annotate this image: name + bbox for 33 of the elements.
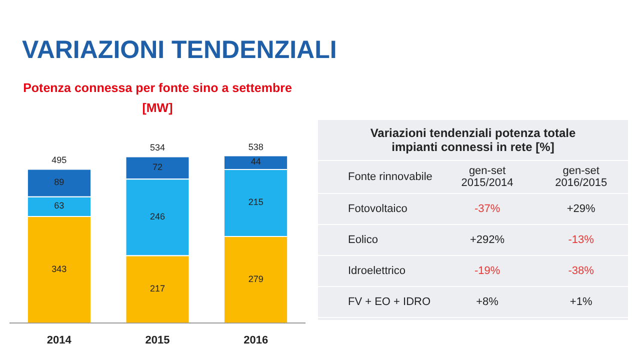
total-label: 538 bbox=[248, 142, 264, 152]
data-label: +292% bbox=[440, 224, 534, 256]
data-label: 217 bbox=[150, 284, 166, 294]
total-label: 534 bbox=[150, 142, 166, 153]
data-label: +1% bbox=[534, 286, 628, 318]
text: Fonte rinnovabile bbox=[318, 161, 440, 194]
total-label: 495 bbox=[52, 155, 67, 166]
data-label: 72 bbox=[152, 162, 163, 172]
data-label: 44 bbox=[250, 156, 261, 167]
series-label: gen-set 2015/2014 bbox=[440, 161, 534, 194]
data-label: -38% bbox=[534, 256, 628, 286]
x-tick-label: 2015 bbox=[145, 334, 170, 346]
data-label: 89 bbox=[54, 177, 64, 188]
text: Variazioni tendenziali potenza totale impianti connessi in rete [%] bbox=[318, 120, 628, 161]
text: gen-set 2016/2015 bbox=[534, 161, 628, 194]
data-label: 63 bbox=[54, 200, 64, 211]
data-label: 246 bbox=[150, 211, 166, 222]
data-label: -37% bbox=[440, 194, 534, 224]
category-label: Idroelettrico bbox=[318, 256, 440, 286]
category-label: Fotovoltaico bbox=[318, 194, 440, 224]
x-tick-label: 2014 bbox=[46, 334, 72, 346]
chart-subtitle: Potenza connessa per fonte sino a settembre [MW] bbox=[22, 80, 293, 117]
category-label: Eolico bbox=[318, 224, 440, 256]
data-label: -19% bbox=[440, 256, 534, 286]
data-label: +29% bbox=[534, 194, 628, 224]
category-label: FV + EO + IDRO bbox=[318, 286, 440, 318]
data-label: 343 bbox=[52, 264, 67, 274]
data-label: 215 bbox=[248, 196, 264, 207]
data-label: +8% bbox=[440, 286, 534, 318]
data-label: -13% bbox=[534, 224, 628, 256]
data-label: 279 bbox=[248, 274, 264, 284]
chart-title: VARIAZIONI TENDENZIALI bbox=[22, 36, 337, 65]
x-tick-label: 2016 bbox=[244, 334, 268, 346]
